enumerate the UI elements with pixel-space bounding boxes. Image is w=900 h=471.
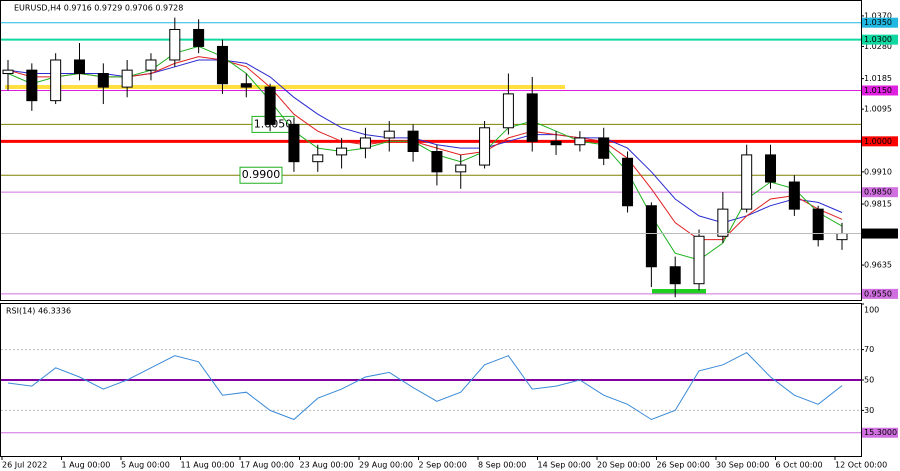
x-tick-label: 14 Sep 00:00: [538, 461, 591, 470]
level-tag: [862, 85, 898, 96]
x-tick-label: 26 Sep 00:00: [657, 461, 710, 470]
x-tick-label: 8 Sep 00:00: [478, 461, 526, 470]
candle-body: [502, 93, 514, 129]
candle-body: [765, 154, 777, 183]
candle-body: [479, 127, 491, 166]
level-label: 0.9550: [864, 289, 892, 298]
x-tick-label: 30 Sep 00:00: [716, 461, 769, 470]
y-tick-label: 0.9815: [864, 200, 892, 209]
candle-body: [645, 205, 657, 268]
y-tick-label: 0.9910: [864, 167, 892, 176]
level-tag: [862, 427, 898, 438]
candle-body: [574, 137, 586, 146]
last-price-label: 0.9728: [864, 229, 892, 238]
candle-body: [240, 83, 252, 88]
y-tick-label: 1.0185: [864, 74, 892, 83]
x-tick-label: 20 Sep 00:00: [597, 461, 650, 470]
moving-average: [7, 45, 843, 261]
level-label: 1.0300: [864, 35, 892, 44]
candle-body: [455, 164, 467, 173]
candle-body: [741, 154, 753, 210]
candle-body: [121, 69, 133, 88]
candle-body: [216, 45, 228, 85]
x-tick-label: 26 Jul 2022: [2, 461, 47, 470]
level-tag: [862, 136, 898, 147]
level-label: 0.9850: [864, 188, 892, 197]
x-tick-label: 17 Aug 00:00: [240, 461, 294, 470]
y-tick-label: 30: [864, 406, 874, 415]
candle-body: [2, 69, 14, 75]
level-tag: [862, 34, 898, 45]
candle-body: [622, 157, 634, 207]
annotation-box: [239, 166, 283, 184]
rsi-line: [7, 351, 843, 421]
candle-body: [526, 93, 538, 142]
candle-body: [73, 59, 85, 75]
candle-body: [383, 130, 395, 139]
y-tick-label: 1.0095: [864, 105, 892, 114]
level-tag: [862, 288, 898, 299]
y-tick-label: 50: [864, 376, 874, 385]
candle-body: [288, 123, 300, 163]
x-tick-label: 6 Oct 00:00: [776, 461, 823, 470]
y-tick-label: 1.0280: [864, 42, 892, 51]
candle-body: [359, 137, 371, 149]
candle-body: [26, 69, 38, 102]
y-tick-label: 100: [864, 306, 879, 315]
candle-body: [812, 208, 824, 241]
candle-body: [788, 181, 800, 210]
candle-body: [431, 151, 443, 173]
x-tick-label: 1 Aug 00:00: [62, 461, 111, 470]
x-tick-label: 12 Oct 00:00: [835, 461, 887, 470]
candle-body: [312, 154, 324, 163]
x-tick-label: 11 Aug 00:00: [181, 461, 235, 470]
candle-body: [169, 28, 181, 61]
candle-body: [193, 28, 205, 47]
annotation-label: 0.9900: [242, 168, 281, 181]
candle-body: [336, 147, 348, 156]
x-tick-label: 29 Aug 00:00: [359, 461, 413, 470]
level-tag: [862, 17, 898, 28]
candle-body: [264, 86, 276, 125]
y-tick-label: 1.0370: [864, 11, 892, 20]
candle-body: [50, 59, 62, 102]
candle-body: [550, 140, 562, 146]
y-tick-label: 70: [864, 345, 874, 354]
highlight-zone: [652, 289, 706, 294]
last-price-tag: [862, 228, 898, 239]
x-tick-label: 5 Aug 00:00: [121, 461, 170, 470]
level-label: 1.0000: [864, 137, 892, 146]
candle-body: [669, 266, 681, 285]
level-label: 15.3000: [864, 428, 897, 437]
level-label: 1.0350: [864, 18, 892, 27]
candle-body: [145, 59, 157, 71]
rsi-title: RSI(14) 46.3336: [6, 307, 71, 316]
x-tick-label: 23 Aug 00:00: [300, 461, 354, 470]
candle-body: [693, 235, 705, 285]
candle-body: [97, 73, 109, 88]
price-pane: [0, 0, 862, 301]
chart-title: EURUSD,H4 0.9716 0.9729 0.9706 0.9728: [14, 4, 183, 13]
level-tag: [862, 187, 898, 198]
candle-body: [598, 137, 610, 159]
candle-body: [407, 130, 419, 153]
candle-body: [836, 233, 848, 241]
level-label: 1.0150: [864, 86, 892, 95]
y-tick-label: 0.9635: [864, 261, 892, 270]
x-tick-label: 2 Sep 00:00: [419, 461, 467, 470]
candle-body: [717, 208, 729, 237]
